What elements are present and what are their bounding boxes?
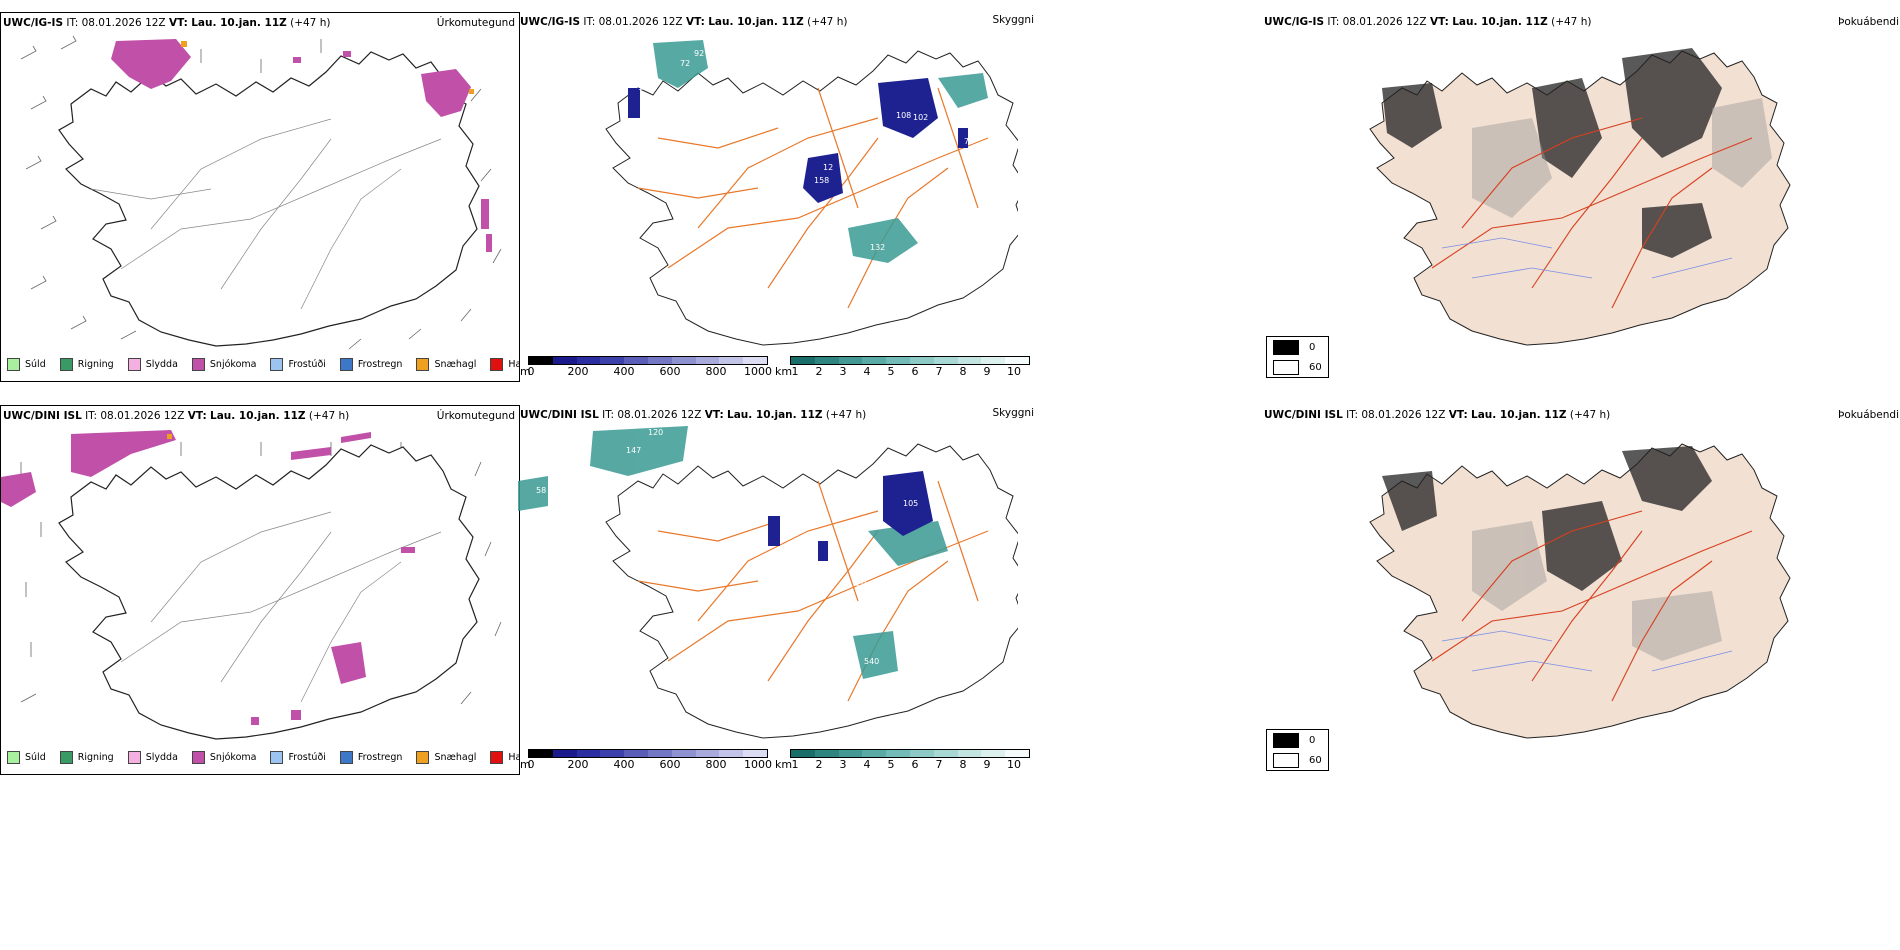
ceiling-areas [768, 471, 933, 561]
panel-title: UWC/DINI ISL IT: 08.01.2026 12Z VT: Lau.… [520, 409, 867, 421]
panel-name: Úrkomutegund [436, 410, 515, 422]
legend-item: Frostregn [339, 751, 402, 764]
cloud-value: 245 [596, 470, 611, 479]
fog-panel-1: UWC/IG-IS IT: 08.01.2026 12Z VT: Lau. 10… [1262, 12, 1900, 380]
fog-map [1369, 48, 1791, 346]
cloud-value: 92 [694, 49, 704, 58]
panel-title: UWC/DINI ISL IT: 08.01.2026 12Z VT: Lau.… [3, 410, 350, 422]
road-lines [90, 118, 442, 310]
legend-item: Rigning [59, 751, 114, 764]
vis-areas [518, 426, 948, 679]
legend-item: Haglél [490, 358, 519, 371]
road-lines [120, 511, 442, 703]
precip-map [20, 35, 502, 350]
red-roads [1431, 117, 1753, 309]
fog-legend: 0 60 [1266, 336, 1329, 378]
rivers [1441, 630, 1733, 672]
legend-item: Rigning [59, 358, 114, 371]
fog-shading [1382, 48, 1722, 258]
cloud-value: 108 [896, 111, 911, 120]
legend-item: Slydda [127, 751, 178, 764]
cloud-value: 120 [648, 428, 663, 437]
visibility-map: 120 147 245 58 105 16 20 540 [518, 426, 1018, 739]
legend-item: Frostregn [339, 358, 402, 371]
fog-legend: 0 60 [1266, 729, 1329, 771]
legend-item: Snjókoma [191, 751, 256, 764]
ceiling-colorbar [528, 356, 768, 365]
cloud-value: 148 [638, 83, 653, 92]
visibility-colorbar [790, 749, 1030, 758]
visibility-panel-1: UWC/IG-IS IT: 08.01.2026 12Z VT: Lau. 10… [518, 12, 1038, 380]
legend-item: Súld [7, 751, 46, 764]
panel-title: UWC/IG-IS IT: 08.01.2026 12Z VT: Lau. 10… [520, 16, 848, 28]
cloud-value: 105 [903, 499, 918, 508]
fog-shading [1382, 446, 1712, 591]
panel-name: Skyggni [992, 407, 1035, 419]
cloud-value-labels: 120 147 245 58 105 16 20 540 [536, 428, 918, 666]
ceiling-areas [628, 78, 968, 203]
cloud-value: 73 [964, 137, 974, 146]
panel-title: UWC/IG-IS IT: 08.01.2026 12Z VT: Lau. 10… [3, 17, 331, 29]
fog-legend-item: 60 [1267, 357, 1328, 377]
visibility-map: 92 72 148 108 102 129 158 12 73 132 [605, 40, 1018, 346]
cloud-value: 20 [856, 579, 866, 588]
cloud-value: 129 [903, 137, 918, 146]
cloud-value: 72 [680, 59, 690, 68]
fog-legend-item: 0 [1267, 337, 1328, 357]
visibility-panel-2: UWC/DINI ISL IT: 08.01.2026 12Z VT: Lau.… [518, 405, 1038, 773]
ceiling-colorbar [528, 749, 768, 758]
cloud-value-labels: 92 72 148 108 102 129 158 12 73 132 [638, 49, 974, 252]
legend-item: Slydda [127, 358, 178, 371]
legend-item: Snæhagl [416, 358, 476, 371]
precip-legend: Súld Rigning Slydda Snjókoma Frostúði Fr… [7, 751, 519, 764]
cloud-value: 58 [536, 486, 546, 495]
ceiling-ticks: m 0 200 400 600 800 1000 [520, 758, 772, 771]
cloud-value: 102 [913, 113, 928, 122]
cloud-value: 158 [814, 176, 829, 185]
ceiling-ticks: m 0 200 400 600 800 1000 [520, 365, 772, 378]
visibility-ticks: km 1 2 3 4 5 6 7 8 9 10 [775, 758, 1021, 771]
panel-name: Skyggni [992, 14, 1035, 26]
precip-type-panel-2: UWC/DINI ISL IT: 08.01.2026 12Z VT: Lau.… [0, 405, 520, 775]
fog-legend-item: 60 [1267, 750, 1328, 770]
panel-name: Þokuábendi [1838, 16, 1899, 28]
legend-item: Frostúði [270, 751, 326, 764]
fog-panel-2: UWC/DINI ISL IT: 08.01.2026 12Z VT: Lau.… [1262, 405, 1900, 773]
cloud-value: 12 [823, 163, 833, 172]
fog-map [1369, 443, 1791, 739]
vis-areas [653, 40, 988, 263]
legend-item: Súld [7, 358, 46, 371]
panel-name: Þokuábendi [1838, 409, 1899, 421]
snow-areas [111, 39, 492, 252]
fog-light [1472, 521, 1722, 661]
precip-type-panel-1: UWC/IG-IS IT: 08.01.2026 12Z VT: Lau. 10… [0, 12, 520, 382]
legend-item: Snæhagl [416, 751, 476, 764]
precip-map [1, 430, 502, 740]
legend-item: Frostúði [270, 358, 326, 371]
visibility-ticks: km 1 2 3 4 5 6 7 8 9 10 [775, 365, 1021, 378]
cloud-value: 16 [776, 599, 786, 608]
legend-item: Haglél [490, 751, 519, 764]
red-roads [1431, 510, 1753, 702]
panel-title: UWC/DINI ISL IT: 08.01.2026 12Z VT: Lau.… [1264, 409, 1611, 421]
cloud-value: 540 [864, 657, 879, 666]
precip-legend: Súld Rigning Slydda Snjókoma Frostúði Fr… [7, 358, 519, 371]
legend-item: Snjókoma [191, 358, 256, 371]
fog-legend-item: 0 [1267, 730, 1328, 750]
snow-areas [1, 430, 415, 725]
visibility-colorbar [790, 356, 1030, 365]
rivers [1441, 237, 1733, 279]
cloud-value: 147 [626, 446, 641, 455]
cloud-value: 132 [870, 243, 885, 252]
panel-name: Úrkomutegund [436, 17, 515, 29]
panel-title: UWC/IG-IS IT: 08.01.2026 12Z VT: Lau. 10… [1264, 16, 1592, 28]
